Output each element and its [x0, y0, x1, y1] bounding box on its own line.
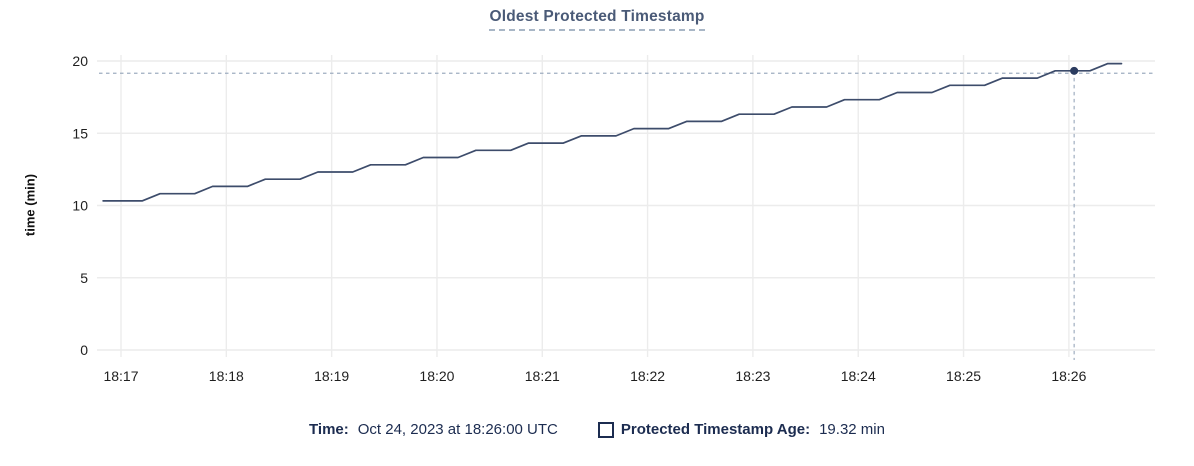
series-line: [102, 62, 1123, 202]
x-tick-label: 18:25: [946, 368, 981, 384]
x-tick-label: 18:23: [735, 368, 770, 384]
y-tick-label: 0: [80, 342, 88, 358]
y-tick-label: 5: [80, 270, 88, 286]
x-tick-label: 18:22: [630, 368, 665, 384]
x-tick-label: 18:17: [103, 368, 138, 384]
x-tick-label: 18:19: [314, 368, 349, 384]
x-tick-label: 18:20: [419, 368, 454, 384]
chart-title: Oldest Protected Timestamp: [0, 8, 1194, 31]
series-checkbox-icon[interactable]: [597, 421, 614, 438]
legend-time-value: Oct 24, 2023 at 18:26:00 UTC: [357, 421, 558, 438]
x-tick-label: 18:24: [841, 368, 876, 384]
legend-time-readout: Time: Oct 24, 2023 at 18:26:00 UTC: [309, 421, 558, 438]
x-tick-label: 18:26: [1051, 368, 1086, 384]
chart-legend: Time: Oct 24, 2023 at 18:26:00 UTC Prote…: [0, 421, 1194, 438]
x-tick-label: 18:21: [525, 368, 560, 384]
chart-title-text[interactable]: Oldest Protected Timestamp: [489, 8, 705, 31]
legend-time-label: Time:: [309, 421, 349, 438]
legend-series-label: Protected Timestamp Age:: [620, 421, 811, 438]
y-axis-label: time (min): [22, 173, 38, 237]
legend-series-item[interactable]: Protected Timestamp Age: 19.32 min: [597, 421, 885, 438]
y-tick-label: 15: [72, 125, 88, 141]
y-tick-label: 10: [72, 198, 88, 214]
y-tick-label: 20: [72, 53, 88, 69]
x-tick-label: 18:18: [209, 368, 244, 384]
hover-point-dot: [1070, 66, 1079, 75]
legend-series-value: 19.32 min: [819, 421, 885, 438]
